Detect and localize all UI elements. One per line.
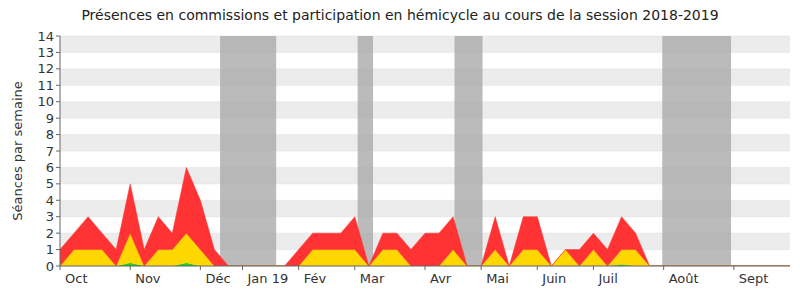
y-tick [56,36,60,37]
x-tick [242,266,243,270]
y-tick-label: 13 [37,45,54,60]
y-tick-label: 4 [46,193,54,208]
x-tick [60,266,61,270]
x-tick [481,266,482,270]
x-tick [593,266,594,270]
y-tick-label: 8 [46,127,54,142]
x-tick [298,266,299,270]
y-tick [56,200,60,201]
x-tick-label: Oct [65,271,87,286]
y-tick-label: 6 [46,160,54,175]
x-tick-label: Juin [541,271,566,286]
x-tick [130,266,131,270]
x-tick-label: Fév [304,271,327,286]
y-tick [56,233,60,234]
x-tick-label: Sept [739,271,769,286]
y-tick [56,151,60,152]
x-tick-label: Juil [597,271,617,286]
x-tick [425,266,426,270]
y-tick [56,249,60,250]
y-tick [56,183,60,184]
y-tick [56,52,60,53]
y-tick [56,167,60,168]
x-tick-label: Jan 19 [247,271,289,286]
x-tick-label: Août [669,271,699,286]
recess-band [454,36,482,266]
y-tick [56,118,60,119]
y-tick-label: 0 [46,259,54,274]
y-tick-label: 9 [46,111,54,126]
y-tick [56,68,60,69]
y-tick-label: 2 [46,226,54,241]
x-tick [537,266,538,270]
x-tick-label: Nov [135,271,161,286]
y-tick-label: 5 [46,176,54,191]
area [60,167,790,266]
y-tick [56,216,60,217]
x-tick [663,266,664,270]
y-tick-label: 14 [37,29,54,44]
chart: 01234567891011121314OctNovDécJan 19FévMa… [0,0,800,300]
x-tick-label: Déc [205,271,230,286]
y-axis-label: Séances par semaine [10,81,25,220]
y-tick [56,266,60,267]
y-tick [56,101,60,102]
y-tick [56,85,60,86]
areas [60,167,790,266]
title: Présences en commissions et participatio… [81,7,718,23]
y-tick-label: 12 [37,61,54,76]
y-tick-label: 11 [37,78,54,93]
recess-band [662,36,731,266]
y-tick-label: 1 [46,242,54,257]
x-tick-label: Mar [360,271,385,286]
y-tick-label: 7 [46,144,54,159]
y-tick-label: 3 [46,209,54,224]
recess-band [358,36,373,266]
recess-band [220,36,276,266]
x-tick [733,266,734,270]
y-tick [56,134,60,135]
x-tick [200,266,201,270]
x-tick-label: Avr [430,271,452,286]
y-tick-label: 10 [37,94,54,109]
x-tick-label: Mai [486,271,509,286]
x-tick [354,266,355,270]
